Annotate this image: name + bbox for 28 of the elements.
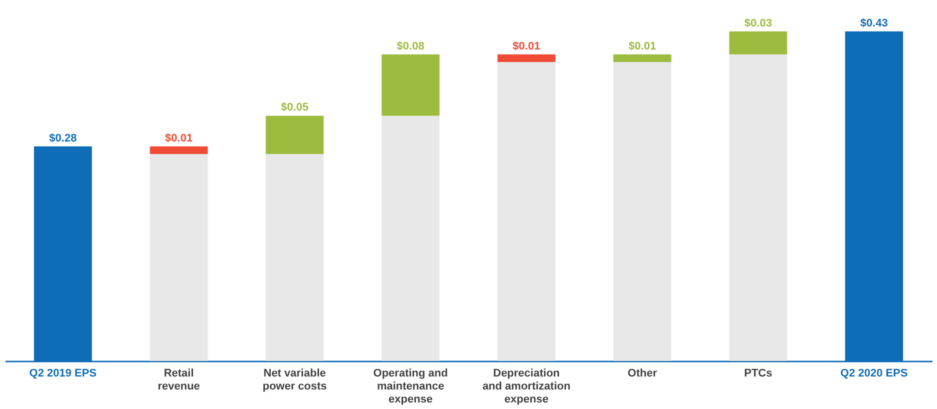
bar: [613, 62, 672, 361]
x-tick-label: Depreciation and amortization expense: [482, 368, 571, 406]
data-label: $0.03: [744, 17, 772, 30]
data-label: $0.01: [512, 40, 540, 52]
bar: [497, 54, 556, 62]
data-label: $0.01: [165, 132, 193, 144]
bar: [266, 116, 324, 154]
bar: [382, 116, 440, 361]
bar: [150, 146, 208, 154]
x-tick-label: Other: [628, 368, 658, 380]
data-label: $0.28: [49, 132, 77, 144]
data-label: $0.08: [396, 40, 424, 52]
data-label: $0.05: [280, 102, 308, 114]
x-tick-label: Q2 2019 EPS: [29, 368, 97, 380]
x-tick-label: PTCs: [744, 368, 772, 380]
data-label: $0.01: [628, 40, 656, 52]
bar: [382, 54, 440, 116]
bar: [150, 154, 208, 361]
bar: [613, 54, 672, 62]
bar: [729, 54, 788, 361]
bar: [497, 62, 556, 361]
x-tick-label: Net variable power costs: [262, 368, 327, 392]
bar: [729, 31, 788, 54]
x-tick-label: Retail revenue: [158, 368, 200, 392]
data-label: $0.43: [860, 17, 888, 30]
bar: [266, 154, 324, 361]
x-tick-label: Operating and maintenance expense: [373, 368, 448, 406]
x-tick-label: Q2 2020 EPS: [840, 368, 908, 380]
